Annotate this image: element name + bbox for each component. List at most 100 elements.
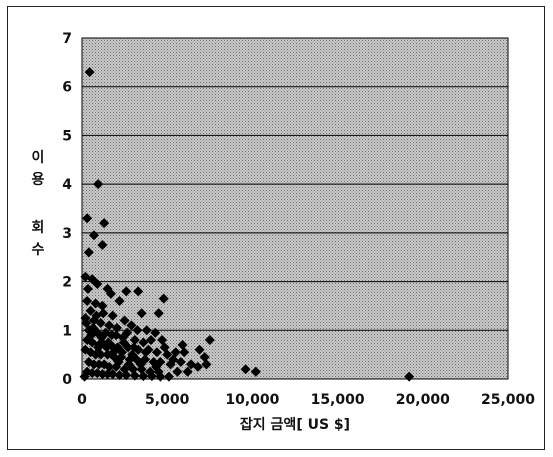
data-point <box>99 218 110 229</box>
y-tick-label: 6 <box>62 80 72 96</box>
data-point <box>123 359 134 370</box>
data-point <box>119 364 130 375</box>
data-point <box>119 315 130 326</box>
y-tick-label: 4 <box>62 177 72 193</box>
data-point <box>86 330 97 341</box>
data-point <box>141 325 152 336</box>
x-tick-label: 5,000 <box>145 392 190 408</box>
data-point <box>118 337 129 348</box>
data-point <box>96 332 107 343</box>
data-point <box>87 368 98 379</box>
data-point <box>104 320 115 331</box>
data-point <box>250 366 261 377</box>
y-axis-ticks: 0 1 2 3 4 5 6 7 <box>62 31 72 388</box>
data-point <box>179 347 190 358</box>
data-point <box>114 296 125 307</box>
data-point <box>114 370 125 381</box>
data-point <box>79 371 90 382</box>
data-point <box>151 347 162 358</box>
data-point <box>177 339 188 350</box>
data-point <box>192 361 203 372</box>
data-point <box>133 344 144 355</box>
x-tick-label: 10,000 <box>225 392 279 408</box>
data-point <box>172 366 183 377</box>
data-point <box>97 240 108 251</box>
data-point <box>199 352 210 363</box>
data-point <box>146 371 157 382</box>
data-point <box>126 320 137 331</box>
data-point <box>159 342 170 353</box>
y-tick-label: 3 <box>62 226 72 242</box>
data-point <box>82 296 93 307</box>
data-point <box>129 335 140 346</box>
data-point <box>146 335 157 346</box>
data-point <box>129 370 140 381</box>
data-point <box>132 325 143 336</box>
data-point <box>133 286 144 297</box>
plot-area <box>81 37 509 380</box>
y-tick-label: 2 <box>62 275 72 291</box>
data-point <box>81 317 92 328</box>
data-point <box>97 300 108 311</box>
data-point <box>93 179 104 190</box>
data-point <box>88 322 99 333</box>
data-point <box>168 354 179 365</box>
data-point <box>121 370 132 381</box>
data-point <box>111 322 122 333</box>
data-point <box>138 371 149 382</box>
data-point <box>135 359 146 370</box>
data-point <box>155 371 166 382</box>
data-point <box>88 359 99 370</box>
data-point <box>153 308 164 319</box>
data-point <box>94 359 105 370</box>
data-point <box>107 310 118 321</box>
data-point <box>194 344 205 355</box>
data-point <box>103 337 114 348</box>
data-point <box>92 279 103 290</box>
y-tick-label: 1 <box>62 323 72 339</box>
data-point <box>82 283 93 294</box>
data-point <box>128 342 139 353</box>
data-point <box>122 327 133 338</box>
data-point <box>97 369 108 380</box>
data-point <box>107 369 118 380</box>
data-point <box>127 349 138 360</box>
data-point <box>240 364 251 375</box>
x-tick-label: 25,000 <box>481 392 535 408</box>
x-tick-label: 15,000 <box>311 392 365 408</box>
data-point <box>105 288 116 299</box>
data-point <box>121 286 132 297</box>
data-point <box>175 356 186 367</box>
data-point <box>84 67 95 78</box>
data-point <box>117 347 128 358</box>
data-point <box>150 327 161 338</box>
data-point <box>158 293 169 304</box>
data-point <box>163 371 174 382</box>
y-tick-label: 5 <box>62 128 72 144</box>
data-point <box>104 361 115 372</box>
data-point <box>140 347 151 358</box>
data-point <box>136 308 147 319</box>
data-point <box>151 361 162 372</box>
data-points <box>79 67 415 382</box>
data-point <box>182 366 193 377</box>
data-point <box>108 347 119 358</box>
data-point <box>85 305 96 316</box>
y-tick-label: 0 <box>62 372 72 388</box>
x-tick-label: 20,000 <box>396 392 450 408</box>
data-point <box>204 335 215 346</box>
data-point <box>82 213 93 224</box>
data-point <box>95 317 106 328</box>
data-point <box>106 330 117 341</box>
data-point <box>88 230 99 241</box>
data-point <box>102 369 113 380</box>
x-axis-title: 잡지 금액[ US $] <box>240 416 350 433</box>
data-point <box>201 359 212 370</box>
data-point <box>93 342 104 353</box>
data-point <box>404 371 415 382</box>
x-axis-ticks: 0 5,000 10,000 15,000 20,000 25,000 <box>77 392 535 408</box>
data-point <box>113 356 124 367</box>
